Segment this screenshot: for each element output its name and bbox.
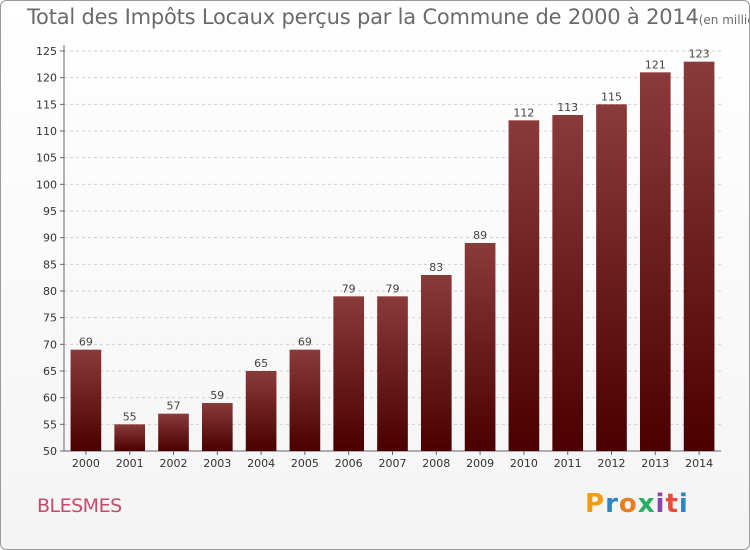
bar-value-label: 79 [342, 282, 356, 295]
logo-letter: i [655, 489, 666, 519]
x-tick-label: 2012 [598, 457, 626, 470]
bar [508, 120, 540, 451]
bar-value-label: 65 [254, 357, 268, 370]
bar [639, 72, 671, 451]
y-tick-label: 80 [43, 285, 57, 298]
y-tick-label: 110 [36, 125, 57, 138]
bar [464, 243, 496, 451]
y-tick-label: 75 [43, 312, 57, 325]
y-tick-label: 105 [36, 152, 57, 165]
x-tick-label: 2005 [291, 457, 319, 470]
y-tick-label: 125 [36, 45, 57, 58]
bar [596, 104, 627, 451]
y-tick-label: 115 [36, 98, 57, 111]
chart-title-main: Total des Impôts Locaux perçus par la Co… [27, 5, 699, 29]
bar-value-label: 69 [79, 336, 93, 349]
logo-letter: o [618, 489, 638, 519]
bar-value-label: 69 [298, 336, 312, 349]
bar-value-label: 115 [601, 90, 622, 103]
y-tick-label: 120 [36, 72, 57, 85]
x-tick-label: 2003 [203, 457, 231, 470]
x-tick-label: 2002 [160, 457, 188, 470]
proxiti-logo: Proxiti [585, 489, 689, 519]
bar [333, 296, 365, 451]
bar [158, 413, 189, 451]
y-tick-label: 85 [43, 258, 57, 271]
x-tick-label: 2013 [641, 457, 669, 470]
bar [683, 61, 715, 452]
bar-value-label: 89 [473, 229, 487, 242]
bar-value-label: 113 [557, 101, 578, 114]
y-tick-label: 100 [36, 178, 57, 191]
logo-letter: P [585, 489, 606, 519]
x-tick-label: 2007 [379, 457, 407, 470]
y-tick-label: 65 [43, 365, 57, 378]
bar [289, 349, 321, 451]
bar-value-label: 121 [645, 58, 666, 71]
x-tick-label: 2000 [72, 457, 100, 470]
y-tick-label: 70 [43, 338, 57, 351]
bar-value-label: 55 [123, 410, 137, 423]
x-tick-label: 2006 [335, 457, 363, 470]
x-tick-label: 2009 [466, 457, 494, 470]
bar [420, 275, 452, 451]
bar [201, 403, 233, 451]
logo-letter: r [605, 489, 619, 519]
bar [377, 296, 408, 451]
bar [552, 115, 584, 451]
bar [114, 424, 146, 451]
x-tick-label: 2014 [685, 457, 713, 470]
bar-value-label: 123 [689, 48, 710, 61]
x-tick-label: 2010 [510, 457, 538, 470]
y-tick-label: 95 [43, 205, 57, 218]
y-tick-label: 55 [43, 418, 57, 431]
logo-letter: x [637, 489, 656, 519]
y-tick-label: 50 [43, 445, 57, 458]
commune-name: BLESMES [37, 495, 122, 517]
bar-value-label: 57 [167, 400, 181, 413]
x-tick-label: 2008 [422, 457, 450, 470]
logo-letter: t [665, 489, 679, 519]
x-tick-label: 2011 [554, 457, 582, 470]
bar [245, 371, 277, 451]
x-tick-label: 2004 [247, 457, 275, 470]
bar-value-label: 83 [429, 261, 443, 274]
chart-title-unit: (en milliers d'€) [698, 13, 749, 27]
bar [70, 349, 102, 451]
chart-title: Total des Impôts Locaux perçus par la Co… [27, 5, 749, 29]
bar-value-label: 59 [210, 389, 224, 402]
y-tick-label: 60 [43, 392, 57, 405]
logo-letter: i [678, 489, 689, 519]
y-tick-label: 90 [43, 232, 57, 245]
bar-value-label: 112 [513, 106, 534, 119]
bar-value-label: 79 [386, 282, 400, 295]
x-tick-label: 2001 [116, 457, 144, 470]
